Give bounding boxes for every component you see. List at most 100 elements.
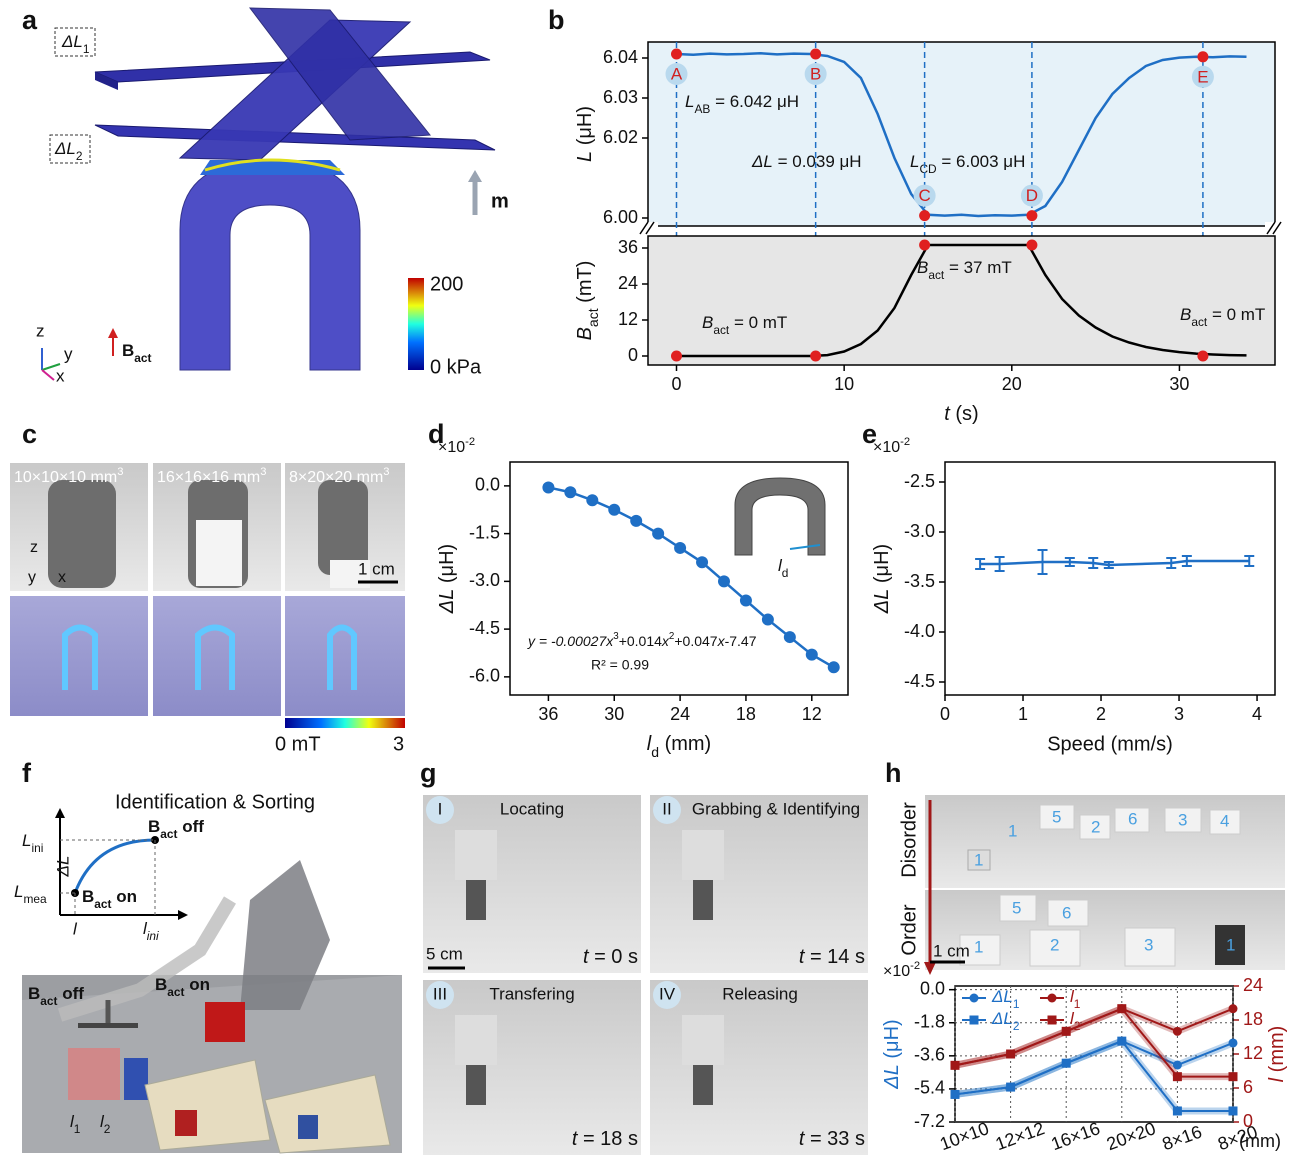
marker: [608, 504, 620, 516]
y-tick-label: 36: [618, 237, 638, 257]
x-tick-label: 16×16: [1048, 1118, 1102, 1154]
marker: [1197, 351, 1208, 362]
marker: [828, 661, 840, 673]
text-part: 2: [76, 149, 83, 163]
marker: [784, 631, 796, 643]
text-part: ΔL: [436, 589, 458, 615]
text-part: -2: [900, 436, 910, 448]
x-tick-label: 8×16: [1160, 1122, 1205, 1155]
text-part: = 33 s: [804, 1128, 865, 1150]
y-tick-label: 24: [618, 273, 638, 293]
text-part: 1: [74, 1122, 81, 1136]
x-tick-label: 3: [1174, 704, 1184, 724]
marker: [1006, 1050, 1015, 1059]
text-part: = 0.039 μH: [773, 152, 862, 171]
x-tick-label: 20: [1002, 374, 1022, 394]
marker: [1229, 1106, 1238, 1115]
text-part: d: [651, 744, 659, 760]
text-part: act: [94, 897, 111, 911]
legend-label: ΔL1: [991, 987, 1020, 1011]
panel-g-photos: [423, 795, 868, 1155]
axis-multiplier: ×10-2: [873, 436, 910, 456]
point-label: C: [918, 186, 930, 205]
step-number: I: [438, 799, 443, 818]
time-label: t = 14 s: [799, 946, 865, 968]
label: ΔL1: [61, 32, 90, 56]
marker: [1229, 1072, 1238, 1081]
inset-label: ld: [778, 556, 788, 580]
text-part: 3: [117, 466, 123, 478]
marker: [951, 1090, 960, 1099]
point-label: D: [1026, 186, 1038, 205]
step-number: II: [662, 799, 671, 818]
y-tick-label: -3.5: [904, 571, 935, 591]
y-axis-label: ΔL (μH): [881, 1019, 903, 1089]
panel-d-inset: [735, 478, 825, 555]
label: Bact on: [82, 887, 137, 911]
text-part: 2: [104, 1122, 111, 1136]
text-part: ΔL: [881, 1064, 903, 1090]
panel-label: c: [22, 419, 37, 449]
panel-c-photos: [10, 463, 405, 728]
y-tick-label: 6.04: [603, 47, 638, 67]
plot-frame: [945, 462, 1275, 695]
text-part: L: [574, 151, 596, 162]
x-tick-label: 10: [834, 374, 854, 394]
marker: [671, 351, 682, 362]
block-label: 1: [1008, 821, 1017, 840]
x-axis-label: Speed (mm/s): [1047, 733, 1173, 755]
y-axis-label: ΔL (μH): [436, 544, 458, 614]
text-part: B: [702, 313, 713, 332]
text-part: ΔL: [61, 32, 83, 51]
y-tick-label: 0: [628, 345, 638, 365]
text-part: L: [14, 882, 23, 901]
marker: [919, 240, 930, 251]
marker: [1117, 1004, 1126, 1013]
marker: [1229, 1038, 1238, 1047]
marker: [564, 486, 576, 498]
label: ΔL2: [54, 139, 83, 163]
marker: [696, 556, 708, 568]
x-tick-label: 12×12: [993, 1118, 1047, 1154]
label: Bact: [122, 341, 152, 365]
text-part: L: [685, 92, 694, 111]
text-part: off: [177, 817, 204, 836]
panel-label: a: [22, 5, 38, 35]
marker: [810, 49, 821, 60]
text-part: (μH): [436, 544, 458, 589]
row-label: Order: [898, 904, 920, 955]
y-tick-label: -3.0: [904, 521, 935, 541]
text-part: ΔL: [991, 987, 1013, 1006]
marker: [586, 494, 598, 506]
axis-multiplier: ×10-2: [438, 436, 475, 456]
block-label: 1: [974, 937, 983, 956]
label: l: [73, 919, 78, 938]
legend-label: ΔL2: [991, 1009, 1020, 1033]
text-part: 2: [1074, 1019, 1081, 1033]
text-part: (μH): [574, 106, 596, 151]
text-part: 10×10×10 mm: [14, 469, 117, 486]
axis-letter: z: [30, 539, 38, 556]
x-tick-label: 12: [802, 704, 822, 724]
text-part: ×10: [438, 439, 465, 456]
title: Identification & Sorting: [115, 791, 315, 813]
y-tick-label: -6.0: [469, 666, 500, 686]
x-tick-label: 0: [671, 374, 681, 394]
marker: [919, 210, 930, 221]
text-part: = 18 s: [577, 1128, 638, 1150]
block-label: 3: [1178, 810, 1187, 829]
fit-r2: R² = 0.99: [591, 657, 649, 673]
block-label: 1: [974, 850, 983, 869]
label: Lmea: [14, 882, 47, 906]
text-part: CD: [919, 162, 937, 176]
text-part: ini: [147, 929, 159, 943]
marker: [1062, 1059, 1071, 1068]
text-part: 1: [1074, 997, 1081, 1011]
text-part: ×10: [883, 963, 910, 980]
text-part: ΔL: [751, 152, 773, 171]
x-tick-label: 30: [1169, 374, 1189, 394]
text-part: on: [111, 887, 137, 906]
x-tick-label: 2: [1096, 704, 1106, 724]
text-part: act: [40, 994, 57, 1008]
text-part: B: [122, 341, 134, 360]
